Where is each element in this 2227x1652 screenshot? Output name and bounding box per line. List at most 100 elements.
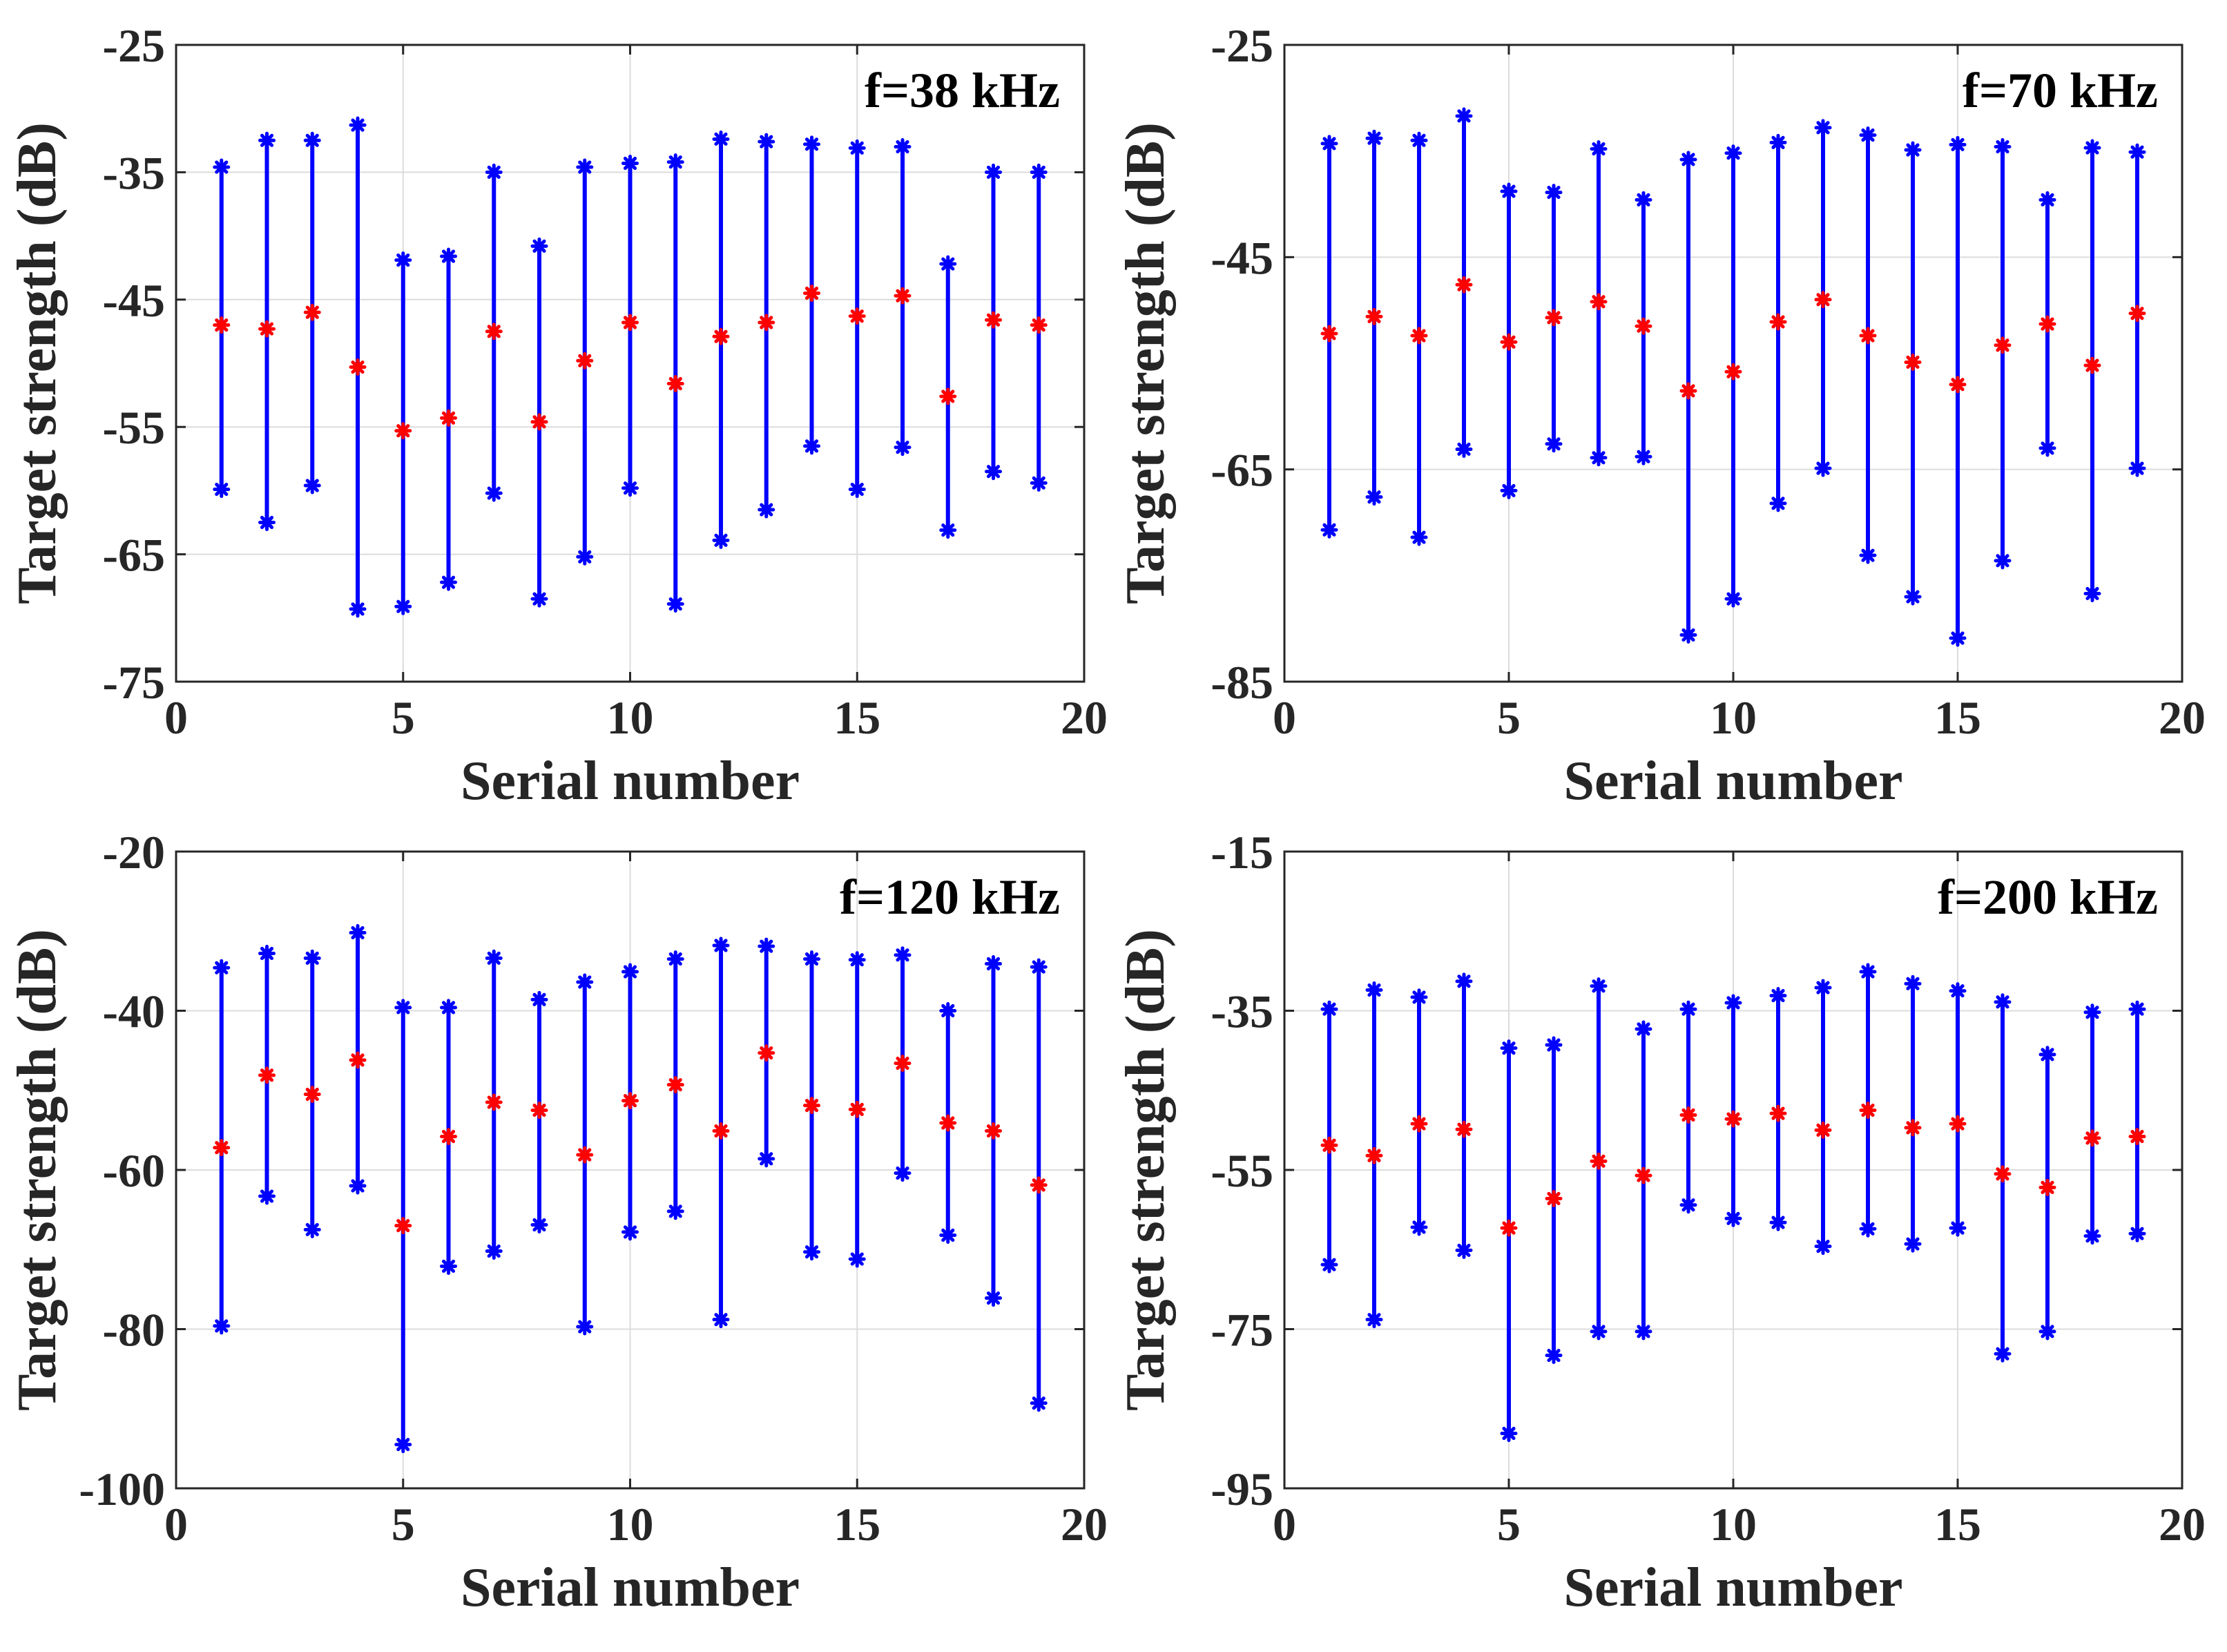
min-marker <box>1545 435 1563 453</box>
min-marker <box>712 531 730 549</box>
mean-marker <box>1545 309 1563 327</box>
mean-marker <box>485 323 503 340</box>
x-tick-label: 15 <box>833 1498 880 1550</box>
y-axis-title: Target strength (dB) <box>1115 929 1176 1411</box>
mean-marker <box>803 285 820 302</box>
mean-marker <box>1724 363 1742 381</box>
mean-marker <box>939 387 957 405</box>
max-marker <box>349 924 367 942</box>
mean-marker <box>394 1217 412 1235</box>
mean-marker <box>985 311 1002 329</box>
min-marker <box>258 514 276 531</box>
max-marker <box>894 946 912 964</box>
mean-marker <box>2083 356 2101 374</box>
min-marker <box>1769 494 1787 512</box>
max-marker <box>1859 126 1877 144</box>
max-marker <box>2128 1000 2146 1018</box>
x-tick-label: 10 <box>1710 1498 1757 1550</box>
x-tick-label: 20 <box>1061 1498 1108 1550</box>
min-marker <box>576 548 594 566</box>
y-tick-label: -15 <box>1211 826 1273 878</box>
max-marker <box>758 937 775 955</box>
min-marker <box>258 1187 276 1205</box>
max-marker <box>712 937 730 954</box>
max-marker <box>939 255 957 273</box>
x-tick-label: 5 <box>392 1498 415 1550</box>
mean-marker <box>712 327 730 345</box>
max-marker <box>666 153 684 171</box>
max-marker <box>1949 135 1967 153</box>
mean-marker <box>485 1093 503 1111</box>
min-marker <box>848 481 866 499</box>
min-marker <box>894 439 912 457</box>
mean-marker <box>576 352 594 369</box>
x-axis-title: Serial number <box>461 1557 800 1618</box>
mean-marker <box>1904 1119 1922 1137</box>
min-marker <box>1320 521 1338 539</box>
max-marker <box>303 949 321 967</box>
min-marker <box>1455 1241 1473 1259</box>
min-marker <box>803 1243 820 1261</box>
mean-marker <box>1455 276 1473 294</box>
max-marker <box>985 955 1002 973</box>
max-marker <box>1949 982 1967 1000</box>
max-marker <box>1545 184 1563 202</box>
min-marker <box>1635 1323 1652 1341</box>
max-marker <box>1769 987 1787 1005</box>
max-marker <box>1410 131 1428 149</box>
min-marker <box>1859 546 1877 564</box>
mean-marker <box>258 1066 276 1084</box>
max-marker <box>440 247 457 265</box>
mean-marker <box>1635 317 1652 335</box>
max-marker <box>666 950 684 968</box>
min-marker <box>1679 1196 1697 1214</box>
x-tick-label: 20 <box>2159 691 2206 744</box>
min-marker <box>1320 1256 1338 1274</box>
mean-marker <box>1030 1176 1048 1194</box>
y-tick-label: -35 <box>102 146 165 199</box>
max-marker <box>1859 963 1877 981</box>
mean-marker <box>985 1122 1002 1140</box>
max-marker <box>848 139 866 157</box>
min-marker <box>1724 590 1742 608</box>
mean-marker <box>349 358 367 376</box>
max-marker <box>1814 119 1832 137</box>
max-marker <box>2083 139 2101 157</box>
mean-marker <box>1590 293 1608 311</box>
y-tick-label: -40 <box>102 986 165 1038</box>
x-axis-title: Serial number <box>461 751 800 811</box>
mean-marker <box>894 1055 912 1073</box>
mean-marker <box>530 413 548 431</box>
min-marker <box>803 437 820 455</box>
min-marker <box>666 595 684 613</box>
min-marker <box>485 1242 503 1260</box>
min-marker <box>1904 588 1922 606</box>
max-marker <box>1769 133 1787 151</box>
y-tick-label: -55 <box>102 401 165 454</box>
min-marker <box>485 484 503 502</box>
mean-marker <box>848 307 866 325</box>
mean-marker <box>758 314 775 332</box>
max-marker <box>258 945 276 963</box>
max-marker <box>1030 163 1048 181</box>
min-marker <box>666 1202 684 1220</box>
mean-marker <box>666 1076 684 1094</box>
panel-title: f=120 kHz <box>840 870 1060 925</box>
y-tick-label: -55 <box>1211 1144 1273 1197</box>
mean-marker <box>1635 1166 1652 1184</box>
min-marker <box>894 1164 912 1182</box>
mean-marker <box>1679 382 1697 400</box>
min-marker <box>2038 439 2056 457</box>
y-tick-label: -35 <box>1211 986 1273 1038</box>
mean-marker <box>1365 1146 1383 1164</box>
max-marker <box>712 130 730 148</box>
max-marker <box>213 959 231 977</box>
mean-marker <box>2083 1129 2101 1147</box>
chart-panel-4: 0 5 10 15 20 -95 -75 -55 -35 -15 Serial number Targ… <box>1115 826 2206 1618</box>
max-marker <box>1679 1000 1697 1018</box>
min-marker <box>2128 1224 2146 1242</box>
min-marker <box>1679 626 1697 644</box>
mean-marker <box>1724 1110 1742 1128</box>
min-marker <box>440 1257 457 1275</box>
min-marker <box>1949 1219 1967 1237</box>
